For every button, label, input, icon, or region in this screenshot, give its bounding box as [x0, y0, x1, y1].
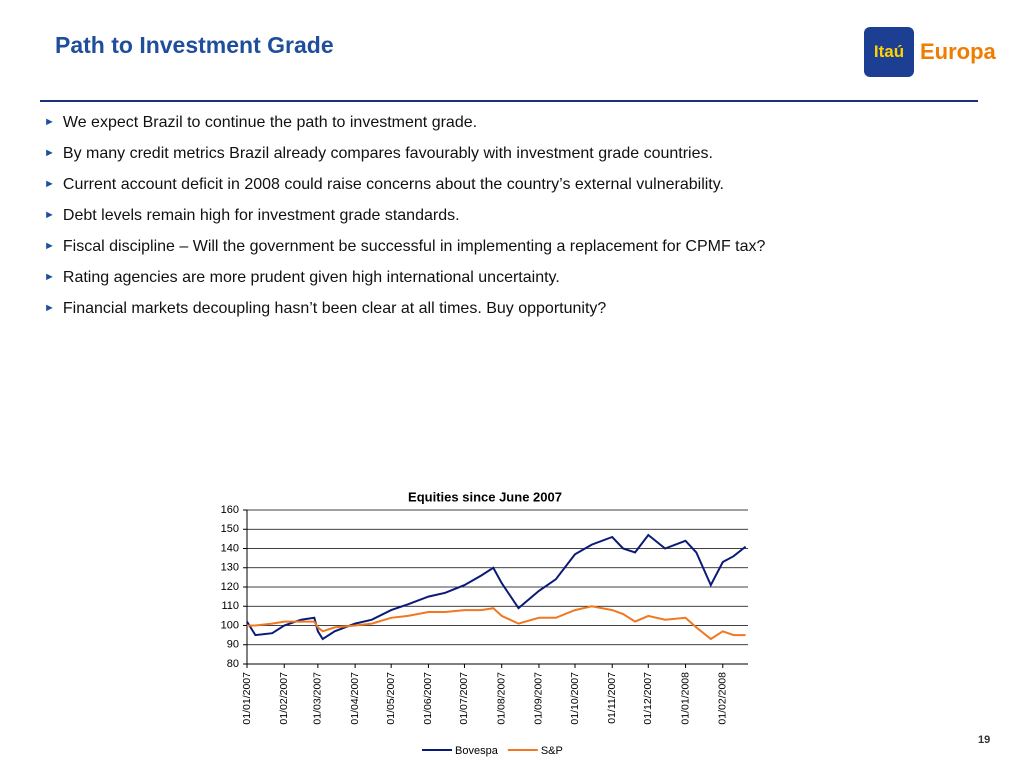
x-tick-label: 01/01/2008 — [679, 672, 691, 725]
bullet-list: We expect Brazil to continue the path to… — [44, 111, 766, 328]
x-tick-label: 01/11/2007 — [606, 672, 618, 724]
chart-title: Equities since June 2007 — [408, 489, 562, 504]
x-tick-label: 01/06/2007 — [422, 672, 434, 725]
bullet: Financial markets decoupling hasn’t been… — [44, 297, 765, 328]
bullet: Current account deficit in 2008 could ra… — [44, 173, 765, 204]
x-tick-label: 01/08/2007 — [495, 672, 507, 725]
y-tick-label: 160 — [221, 504, 239, 516]
bullet: Fiscal discipline – Will the government … — [44, 235, 766, 266]
y-tick-label: 80 — [227, 658, 239, 670]
x-tick-label: 01/05/2007 — [385, 672, 397, 725]
x-tick-label: 01/03/2007 — [312, 672, 324, 725]
legend-label: S&P — [541, 745, 563, 757]
x-tick-label: 01/02/2008 — [717, 672, 729, 725]
y-tick-label: 130 — [221, 562, 239, 574]
x-tick-label: 01/10/2007 — [569, 672, 581, 725]
y-tick-label: 100 — [221, 619, 239, 631]
slide-title: Path to Investment Grade — [55, 32, 334, 58]
y-tick-label: 150 — [221, 523, 239, 535]
series-line — [247, 605, 746, 641]
bullet: By many credit metrics Brazil already co… — [44, 142, 765, 173]
logo-text: Europa — [920, 39, 996, 64]
x-tick-label: 01/09/2007 — [533, 672, 545, 725]
bullet: We expect Brazil to continue the path to… — [44, 111, 765, 142]
logo-mark: Itaú — [864, 27, 914, 77]
y-tick-label: 120 — [221, 581, 239, 593]
divider — [40, 100, 978, 102]
page-number: 19 — [978, 734, 991, 746]
x-tick-label: 01/01/2007 — [241, 672, 253, 725]
y-tick-label: 140 — [221, 542, 239, 554]
bullet: Rating agencies are more prudent given h… — [44, 266, 765, 297]
y-tick-label: 110 — [221, 600, 239, 612]
x-tick-label: 01/02/2007 — [278, 672, 290, 725]
x-tick-label: 01/04/2007 — [349, 672, 361, 725]
y-tick-label: 90 — [227, 639, 239, 651]
bullet: Debt levels remain high for investment g… — [44, 204, 765, 235]
x-tick-label: 01/12/2007 — [642, 672, 654, 725]
x-tick-label: 01/07/2007 — [458, 672, 470, 725]
legend-label: Bovespa — [455, 745, 499, 757]
